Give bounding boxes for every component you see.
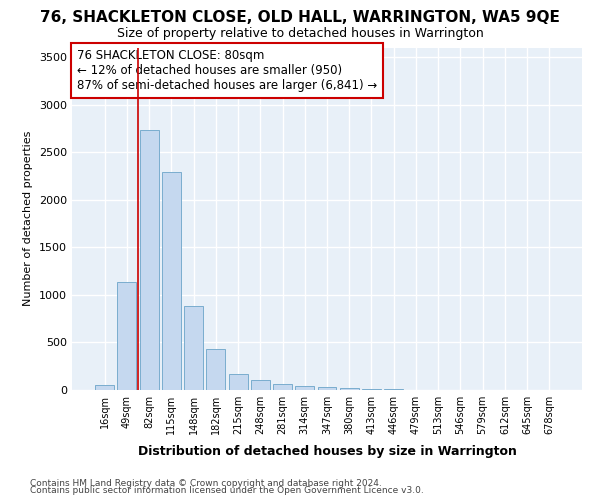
Bar: [273, 384, 292, 390]
Text: Contains public sector information licensed under the Open Government Licence v3: Contains public sector information licen…: [30, 486, 424, 495]
Bar: [206, 349, 225, 390]
Bar: [362, 389, 381, 390]
Bar: [340, 388, 359, 390]
Text: 76, SHACKLETON CLOSE, OLD HALL, WARRINGTON, WA5 9QE: 76, SHACKLETON CLOSE, OLD HALL, WARRINGT…: [40, 10, 560, 25]
Y-axis label: Number of detached properties: Number of detached properties: [23, 131, 34, 306]
Text: Size of property relative to detached houses in Warrington: Size of property relative to detached ho…: [116, 28, 484, 40]
Text: 76 SHACKLETON CLOSE: 80sqm
← 12% of detached houses are smaller (950)
87% of sem: 76 SHACKLETON CLOSE: 80sqm ← 12% of deta…: [77, 49, 377, 92]
Bar: [162, 172, 181, 390]
Text: Contains HM Land Registry data © Crown copyright and database right 2024.: Contains HM Land Registry data © Crown c…: [30, 478, 382, 488]
Bar: [118, 282, 136, 390]
Bar: [317, 386, 337, 390]
Bar: [184, 306, 203, 390]
Bar: [251, 380, 270, 390]
Bar: [229, 374, 248, 390]
Bar: [95, 385, 114, 390]
X-axis label: Distribution of detached houses by size in Warrington: Distribution of detached houses by size …: [137, 446, 517, 458]
Bar: [140, 130, 158, 390]
Bar: [295, 386, 314, 390]
